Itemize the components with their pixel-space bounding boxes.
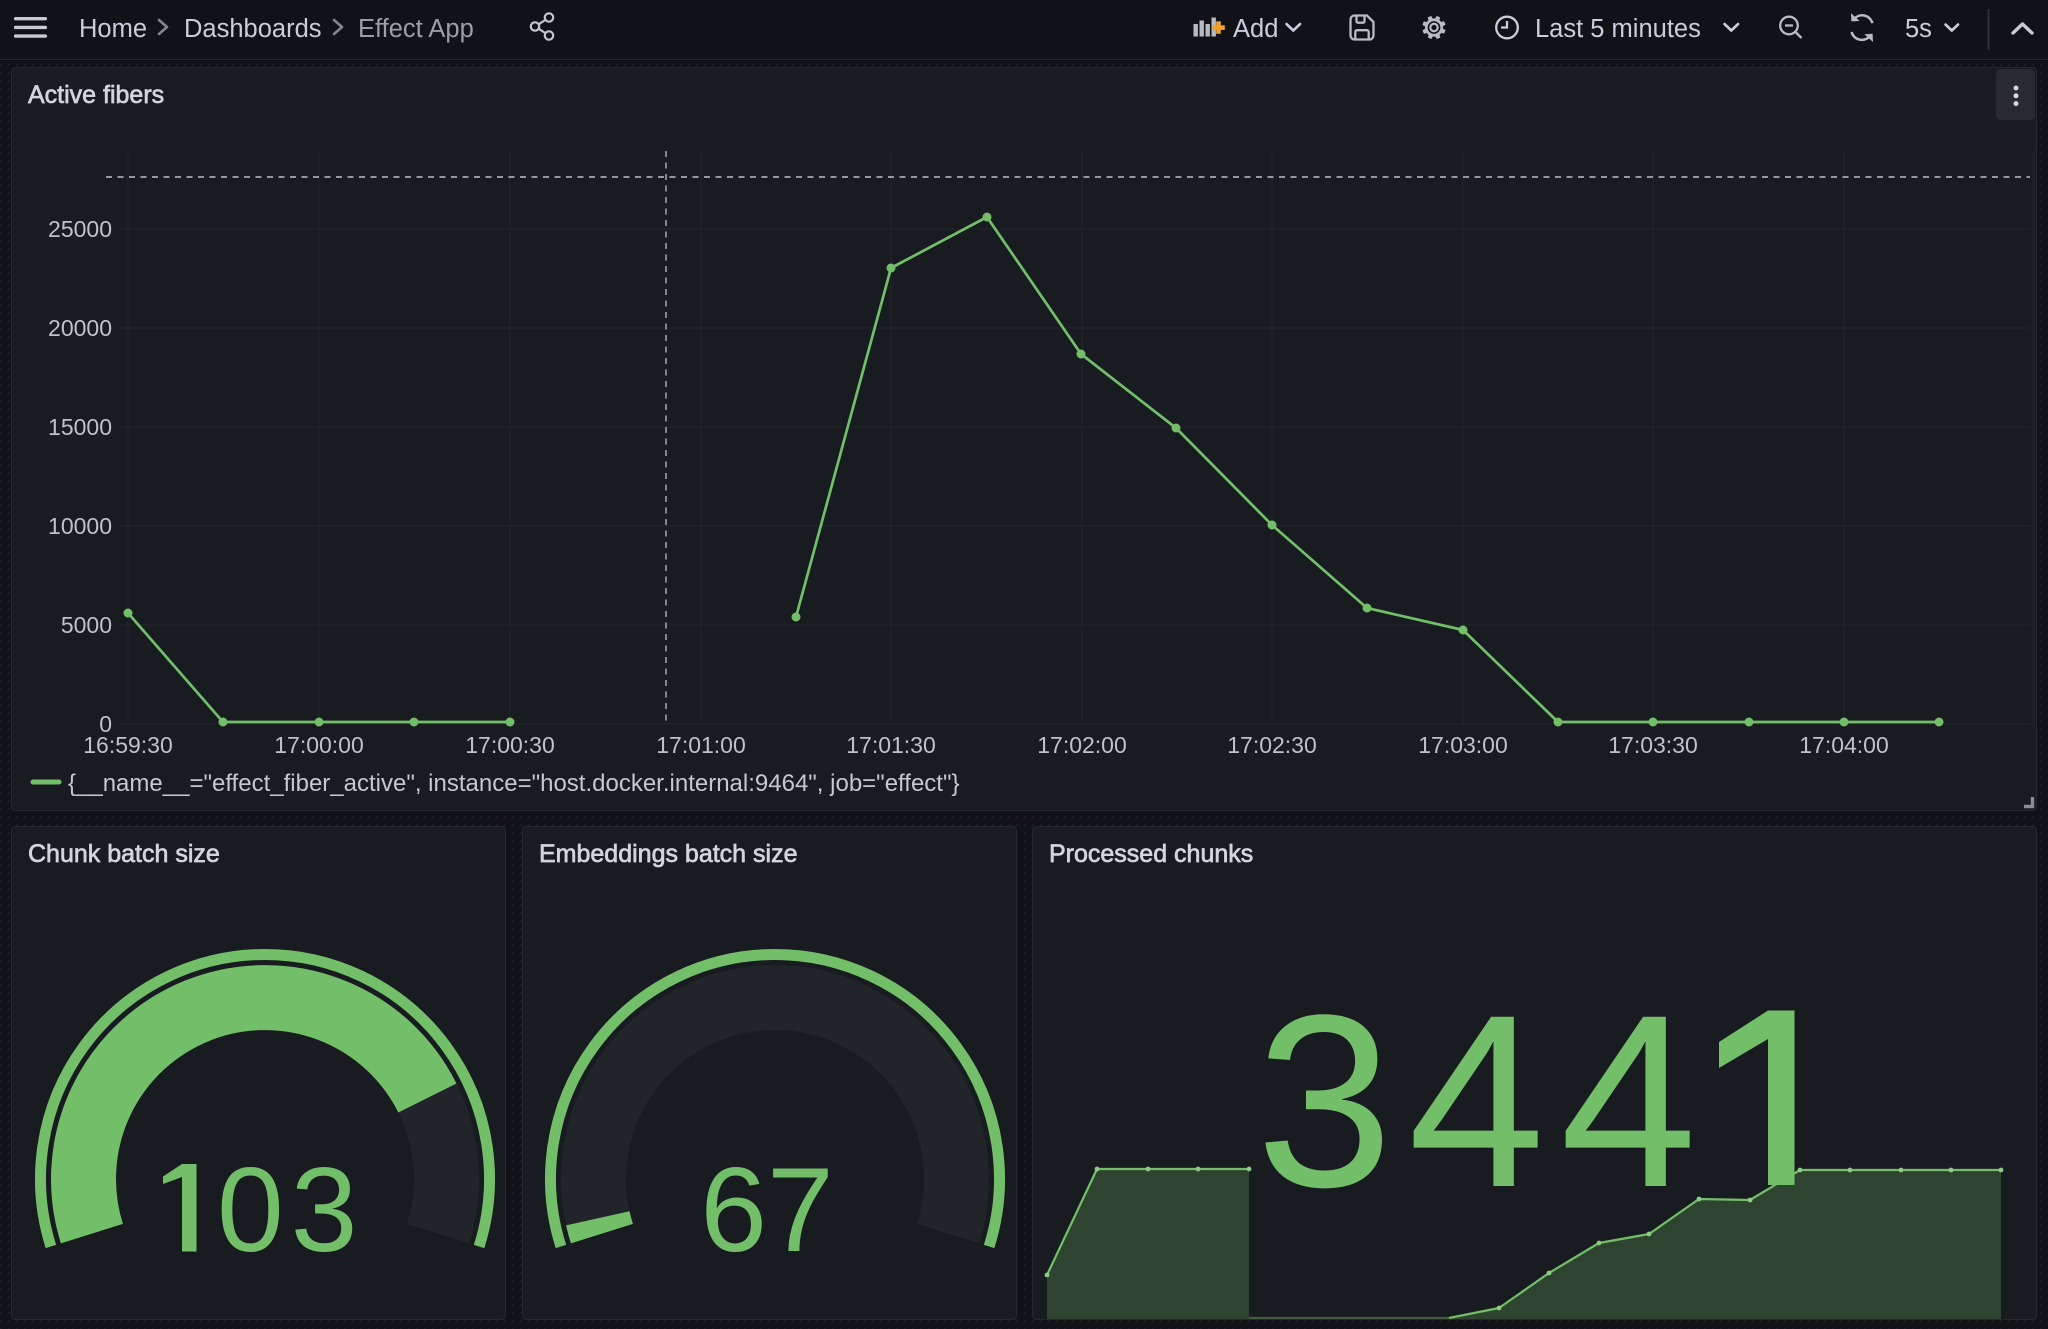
svg-text:25000: 25000: [48, 216, 112, 242]
svg-text:03: 03: [217, 1143, 364, 1277]
svg-text:17:02:30: 17:02:30: [1227, 732, 1317, 758]
svg-text:15000: 15000: [48, 414, 112, 440]
svg-text:344: 344: [1256, 964, 1712, 1239]
svg-text:0: 0: [99, 711, 112, 737]
svg-text:67: 67: [700, 1143, 833, 1277]
svg-text:17:02:00: 17:02:00: [1037, 732, 1127, 758]
svg-text:17:03:30: 17:03:30: [1608, 732, 1698, 758]
svg-text:17:00:30: 17:00:30: [465, 732, 555, 758]
svg-text:10000: 10000: [48, 513, 112, 539]
svg-text:20000: 20000: [48, 315, 112, 341]
svg-text:5000: 5000: [61, 612, 112, 638]
svg-text:{__name__="effect_fiber_active: {__name__="effect_fiber_active", instanc…: [68, 770, 960, 797]
svg-text:17:00:00: 17:00:00: [274, 732, 364, 758]
svg-text:16:59:30: 16:59:30: [83, 732, 173, 758]
svg-text:17:03:00: 17:03:00: [1418, 732, 1508, 758]
svg-text:17:01:00: 17:01:00: [656, 732, 746, 758]
svg-text:17:01:30: 17:01:30: [846, 732, 936, 758]
svg-text:17:04:00: 17:04:00: [1799, 732, 1889, 758]
